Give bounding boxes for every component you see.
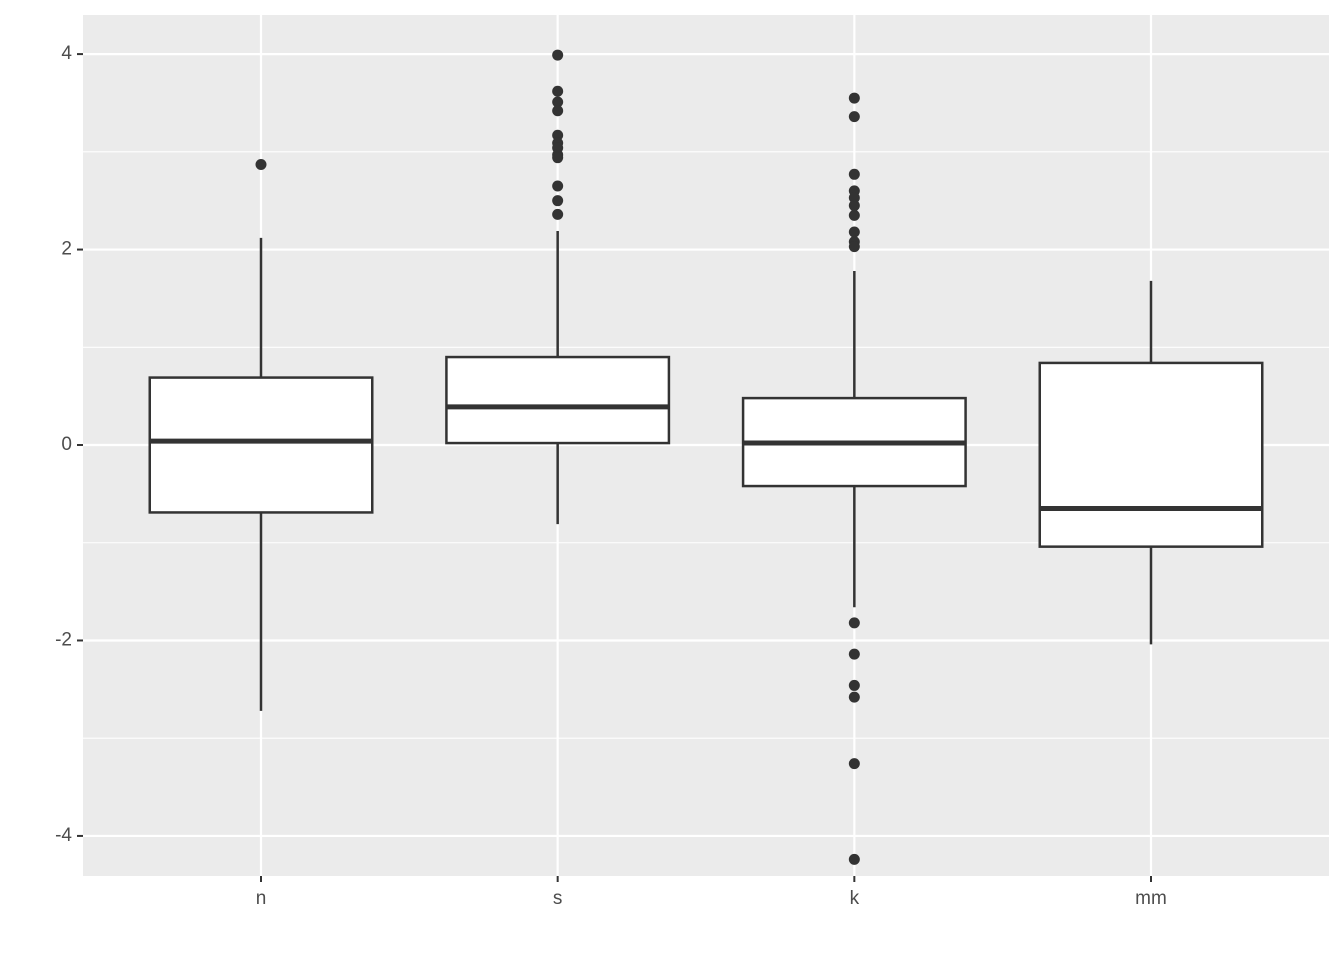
- outlier: [848, 648, 860, 660]
- outlier: [848, 92, 860, 104]
- outlier: [552, 49, 564, 61]
- outlier: [552, 129, 564, 141]
- box: [445, 355, 671, 445]
- outlier: [848, 192, 860, 204]
- box: [148, 376, 374, 514]
- outlier: [848, 226, 860, 238]
- outlier: [848, 168, 860, 180]
- y-tick-label: 2: [61, 239, 72, 260]
- y-tick-label: -2: [55, 629, 72, 650]
- outlier: [552, 96, 564, 108]
- outlier: [848, 200, 860, 212]
- box: [1038, 361, 1264, 548]
- x-tick-label: k: [850, 888, 860, 909]
- outlier: [255, 159, 267, 171]
- outlier: [552, 195, 564, 207]
- y-tick-label: 0: [61, 434, 72, 455]
- plot-area: [83, 15, 1329, 876]
- outlier: [848, 111, 860, 123]
- outlier: [848, 691, 860, 703]
- outlier: [848, 853, 860, 865]
- x-tick-label: mm: [1135, 888, 1167, 909]
- outlier: [848, 758, 860, 770]
- outlier: [552, 208, 564, 220]
- outlier: [848, 679, 860, 691]
- outlier: [552, 105, 564, 117]
- x-tick-label: n: [256, 888, 267, 909]
- y-tick-label: 4: [61, 43, 72, 64]
- x-tick-label: s: [553, 888, 563, 909]
- y-tick-label: -4: [55, 825, 72, 846]
- outlier: [552, 85, 564, 97]
- outlier: [552, 180, 564, 192]
- outlier: [848, 209, 860, 221]
- outlier: [848, 617, 860, 629]
- outlier: [552, 152, 564, 164]
- outlier: [848, 241, 860, 253]
